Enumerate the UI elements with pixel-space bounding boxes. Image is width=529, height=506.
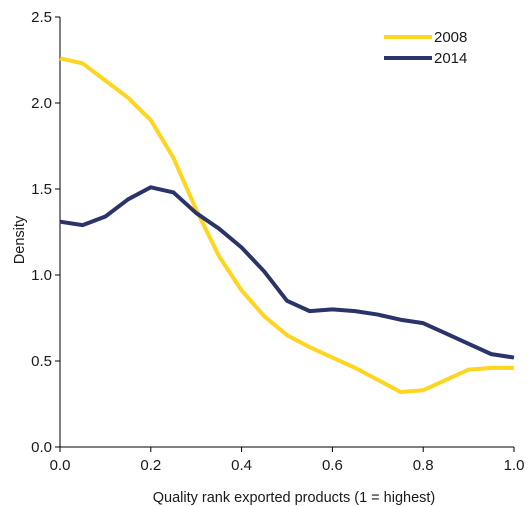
- x-tick-label: 0.2: [140, 457, 161, 474]
- series-line-2008: [59, 56, 514, 394]
- x-tick-label: 0.8: [413, 457, 434, 474]
- series-layer: [59, 56, 515, 394]
- y-tick-label: 1.0: [31, 267, 52, 284]
- y-axis-title: Density: [12, 215, 28, 264]
- legend-label-2008: 2008: [434, 29, 467, 46]
- x-tick-label: 0.6: [322, 457, 343, 474]
- series-line-2014: [59, 185, 515, 360]
- y-tick-label: 1.5: [31, 181, 52, 198]
- legend-label-2014: 2014: [434, 50, 467, 67]
- y-tick-label: 2.5: [31, 9, 52, 26]
- x-tick-label: 0.0: [50, 457, 71, 474]
- y-tick-label: 0.5: [31, 353, 52, 370]
- y-tick-label: 0.0: [31, 439, 52, 456]
- legend: 2008 2014: [384, 29, 467, 67]
- x-tick-label: 0.4: [231, 457, 252, 474]
- axes: 0.0 0.5 1.0 1.5 2.0 2.5 0.0 0.2 0.4 0.6 0.8 1.0: [31, 9, 524, 474]
- y-tick-label: 2.0: [31, 95, 52, 112]
- x-tick-label: 1.0: [504, 457, 525, 474]
- x-axis-title: Quality rank exported products (1 = high…: [153, 490, 436, 506]
